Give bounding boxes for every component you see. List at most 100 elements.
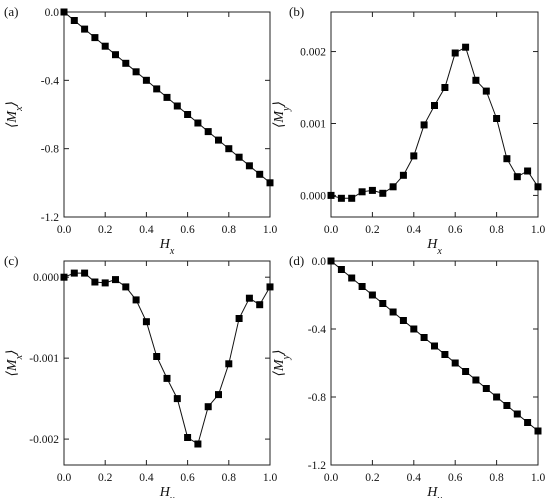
data-point-marker <box>122 283 130 291</box>
data-point-marker <box>256 170 264 178</box>
data-point-marker <box>441 84 449 91</box>
data-point-marker <box>379 189 387 197</box>
x-tick-label: 0.0 <box>57 472 72 484</box>
data-point-marker <box>482 385 490 392</box>
x-tick-label: 0.4 <box>139 224 154 236</box>
data-point-marker <box>451 359 459 367</box>
data-point-marker <box>184 111 192 118</box>
data-point-marker <box>462 368 470 375</box>
data-point-marker <box>524 167 532 175</box>
data-point-marker <box>225 145 233 153</box>
chart-panel: (d) 0.0 0.2 0.4 0.6 0.8 1.0 0.0 -0.4 -0.8 -1.2 Hy ⟨M… <box>272 253 545 498</box>
data-point-marker <box>472 76 480 84</box>
data-point-marker <box>441 351 449 358</box>
data-point-marker <box>493 393 501 401</box>
data-point-marker <box>524 419 532 426</box>
data-point-marker <box>81 269 89 277</box>
data-point-marker <box>256 301 264 309</box>
x-tick-label: 0.2 <box>98 224 113 236</box>
data-point-marker <box>225 360 233 368</box>
y-axis-label: ⟨Mx⟩ <box>5 101 25 128</box>
x-axis-label: Hx <box>426 237 442 257</box>
data-point-marker <box>410 325 418 333</box>
x-tick-label: 0.6 <box>448 472 463 484</box>
x-tick-label: 0.8 <box>222 224 237 236</box>
data-point-marker <box>348 274 356 282</box>
x-tick-label: 0.6 <box>180 224 195 236</box>
data-point-marker <box>399 317 407 324</box>
y-tick-label: -0.4 <box>308 324 326 336</box>
panel-label: (a) <box>4 4 18 19</box>
data-point-marker <box>420 121 428 129</box>
data-point-marker <box>513 410 521 418</box>
series-line <box>63 272 271 445</box>
data-point-marker <box>184 434 192 441</box>
x-tick-label: 0.4 <box>139 472 154 484</box>
x-tick-label: 1.0 <box>531 224 546 236</box>
plot-frame <box>330 260 539 466</box>
y-tick-label: 0.0 <box>312 256 327 268</box>
y-tick-label: -0.8 <box>308 392 326 404</box>
data-point-marker <box>266 283 274 291</box>
data-point-marker <box>327 257 335 265</box>
data-point-marker <box>163 93 171 101</box>
data-point-marker <box>420 334 428 341</box>
data-point-marker <box>358 188 366 196</box>
x-tick-label: 0.6 <box>448 224 463 236</box>
y-tick-label: 0.000 <box>300 190 326 202</box>
data-point-marker <box>389 183 397 191</box>
y-axis-label: ⟨Mx⟩ <box>5 349 25 376</box>
data-point-marker <box>534 183 542 191</box>
data-point-marker <box>153 353 161 360</box>
data-point-marker <box>337 266 345 273</box>
data-point-marker <box>194 119 202 127</box>
data-point-marker <box>534 427 542 435</box>
y-tick-label: -0.4 <box>41 75 59 87</box>
x-tick-label: 0.2 <box>365 472 380 484</box>
data-point-marker <box>112 51 119 59</box>
data-point-marker <box>245 294 253 302</box>
data-point-marker <box>173 102 181 110</box>
x-tick-label: 0.2 <box>365 224 380 236</box>
data-point-marker <box>60 8 68 16</box>
x-tick-label: 0.8 <box>222 472 237 484</box>
data-point-marker <box>451 49 459 57</box>
chart-panel: (a) 0.0 0.2 0.4 0.6 0.8 1.0 0.0 -0.4 -0.8 -1.2 Hx ⟨M… <box>4 4 277 257</box>
data-point-marker <box>389 308 397 316</box>
data-point-marker <box>462 43 470 51</box>
x-tick-label: 0.0 <box>324 472 339 484</box>
data-point-marker <box>153 85 161 93</box>
y-tick-label: 0.002 <box>300 47 326 59</box>
data-point-marker <box>81 25 89 33</box>
data-point-marker <box>348 194 356 202</box>
data-point-marker <box>60 273 68 281</box>
data-point-marker <box>266 179 274 187</box>
y-tick-label: -1.2 <box>308 460 326 472</box>
x-tick-label: 0.6 <box>180 472 195 484</box>
data-point-marker <box>70 269 78 277</box>
y-tick-label: 0.0 <box>45 7 60 19</box>
y-axis-label: ⟨My⟩ <box>272 349 292 376</box>
x-tick-label: 0.8 <box>489 472 504 484</box>
data-point-marker <box>142 318 150 326</box>
data-point-marker <box>163 374 171 382</box>
plot-frame <box>63 11 271 218</box>
data-point-marker <box>482 87 490 95</box>
plot-frame <box>63 260 271 466</box>
data-point-marker <box>132 68 140 76</box>
data-point-marker <box>91 278 99 286</box>
y-axis-label: ⟨My⟩ <box>272 101 292 128</box>
data-point-marker <box>173 395 181 403</box>
data-point-marker <box>358 283 366 290</box>
data-point-marker <box>215 136 222 144</box>
y-tick-label: 0.001 <box>300 118 326 130</box>
x-axis-label: Hy <box>159 485 175 498</box>
x-tick-label: 0.0 <box>57 224 72 236</box>
data-point-marker <box>194 440 202 448</box>
data-point-marker <box>327 191 335 199</box>
x-tick-label: 0.0 <box>324 224 339 236</box>
data-point-marker <box>431 102 438 109</box>
data-point-marker <box>142 76 150 84</box>
y-tick-label: -1.2 <box>41 212 59 224</box>
